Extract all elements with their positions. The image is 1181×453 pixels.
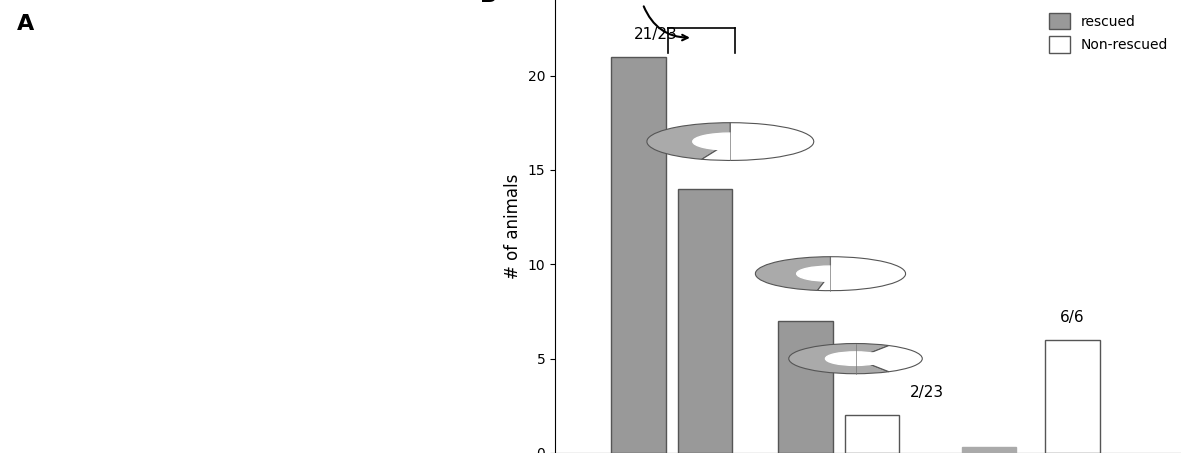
Circle shape <box>693 133 768 150</box>
Wedge shape <box>789 343 889 374</box>
Bar <box>846 415 900 453</box>
Y-axis label: # of animals: # of animals <box>504 174 522 279</box>
Text: II: II <box>852 267 862 281</box>
Text: B: B <box>479 0 497 6</box>
Text: 2/23: 2/23 <box>909 385 944 400</box>
Text: I: I <box>751 135 756 149</box>
Text: 6/6: 6/6 <box>1061 310 1085 325</box>
Text: III: III <box>876 348 892 362</box>
Wedge shape <box>702 123 814 160</box>
Circle shape <box>826 352 886 366</box>
Circle shape <box>797 266 864 281</box>
Legend: rescued, Non-rescued: rescued, Non-rescued <box>1044 7 1174 59</box>
Wedge shape <box>756 257 830 290</box>
Wedge shape <box>817 257 906 291</box>
Bar <box>1045 340 1100 453</box>
Text: A: A <box>17 14 34 34</box>
Bar <box>778 321 833 453</box>
Text: 21/23: 21/23 <box>634 27 678 42</box>
Wedge shape <box>855 346 922 372</box>
Bar <box>678 189 732 453</box>
Bar <box>961 448 1016 453</box>
Bar <box>612 57 666 453</box>
Wedge shape <box>647 123 730 159</box>
